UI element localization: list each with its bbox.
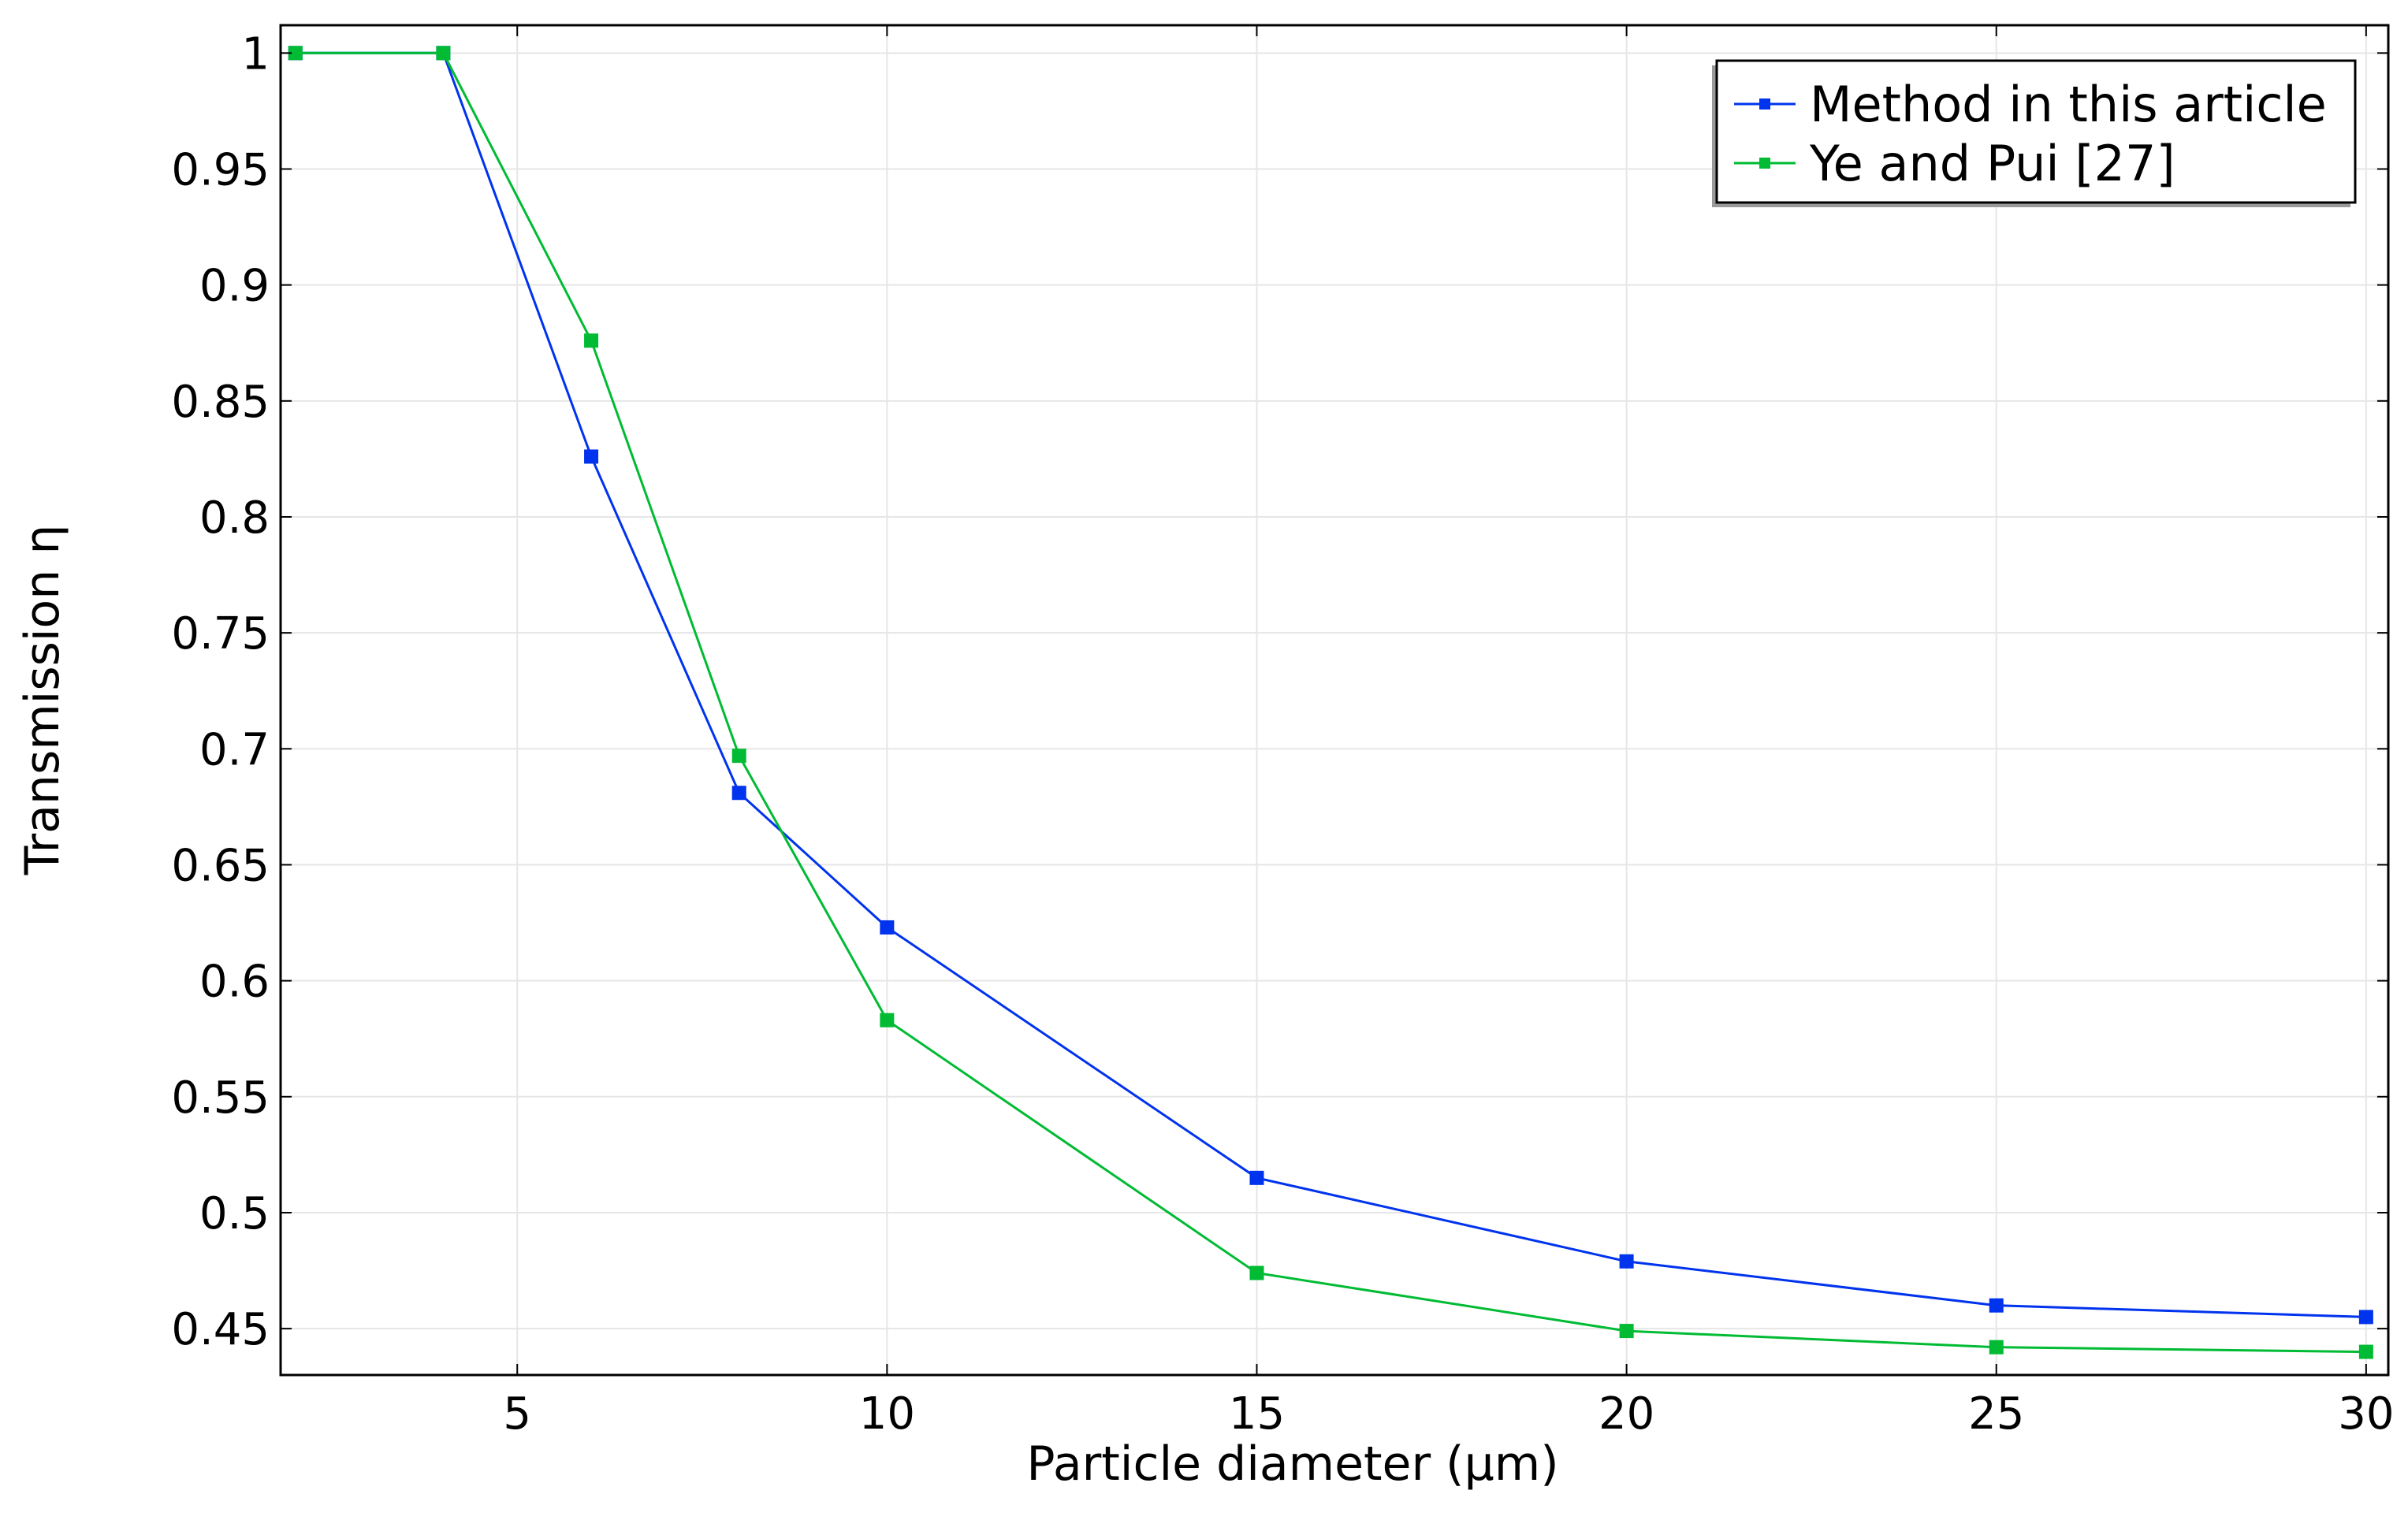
data-point [2358, 1310, 2373, 1325]
x-tick-label: 25 [1968, 1388, 2024, 1440]
series-layer [288, 46, 2373, 1359]
x-tick-label: 5 [503, 1388, 531, 1440]
grid [281, 25, 2388, 1375]
y-tick-label: 0.75 [171, 608, 270, 660]
data-point [1249, 1265, 1264, 1280]
data-point [584, 449, 599, 464]
data-point [584, 333, 599, 348]
y-tick-label: 0.55 [171, 1072, 270, 1124]
data-point [1989, 1340, 2004, 1355]
y-tick-label: 0.95 [171, 144, 270, 195]
data-point [731, 749, 746, 764]
data-point [731, 786, 746, 801]
data-point [880, 1013, 895, 1028]
y-tick-label: 0.45 [171, 1304, 270, 1355]
y-tick-label: 0.5 [199, 1188, 270, 1239]
data-point [880, 920, 895, 935]
plot-frame [279, 24, 2390, 1377]
data-point [1619, 1324, 1634, 1339]
legend-item: Ye and Pui [27] [1734, 135, 2175, 192]
x-axis-title: Particle diameter (µm) [1026, 1436, 1558, 1492]
data-point [436, 46, 451, 61]
data-point [1249, 1170, 1264, 1185]
data-point [288, 46, 303, 61]
x-tick-label: 30 [2338, 1388, 2394, 1440]
x-axis: 5 10 15 20 25 30 [503, 25, 2394, 1440]
data-point [1989, 1298, 2004, 1313]
data-point [1619, 1254, 1634, 1269]
y-tick-label: 1 [241, 28, 270, 80]
legend-box [1715, 59, 2357, 204]
x-tick-label: 10 [859, 1388, 915, 1440]
y-tick-label: 0.8 [199, 492, 270, 544]
data-point [2358, 1344, 2373, 1359]
x-tick-label: 15 [1229, 1388, 1285, 1440]
y-axis-title: Transmission η [15, 525, 70, 876]
y-tick-label: 0.9 [199, 261, 270, 312]
series-line [295, 51, 2366, 1318]
x-tick-label: 20 [1599, 1388, 1654, 1440]
series-1 [288, 46, 2373, 1325]
y-tick-label: 0.65 [171, 840, 270, 891]
y-tick-label: 0.6 [199, 957, 270, 1008]
legend-marker [1759, 98, 1770, 110]
legend-marker [1759, 158, 1770, 169]
legend-item: Method in this article [1734, 76, 2327, 133]
y-tick-label: 0.7 [199, 724, 270, 775]
series-line [295, 51, 2366, 1354]
legend-label: Ye and Pui [27] [1809, 135, 2175, 192]
series-2 [288, 46, 2373, 1359]
y-axis: 0.45 0.5 0.55 0.6 0.65 0.7 0.75 0.8 0.85 0.9 0.95 1 [171, 28, 2388, 1355]
legend-label: Method in this article [1810, 76, 2327, 133]
y-tick-label: 0.85 [171, 377, 270, 428]
